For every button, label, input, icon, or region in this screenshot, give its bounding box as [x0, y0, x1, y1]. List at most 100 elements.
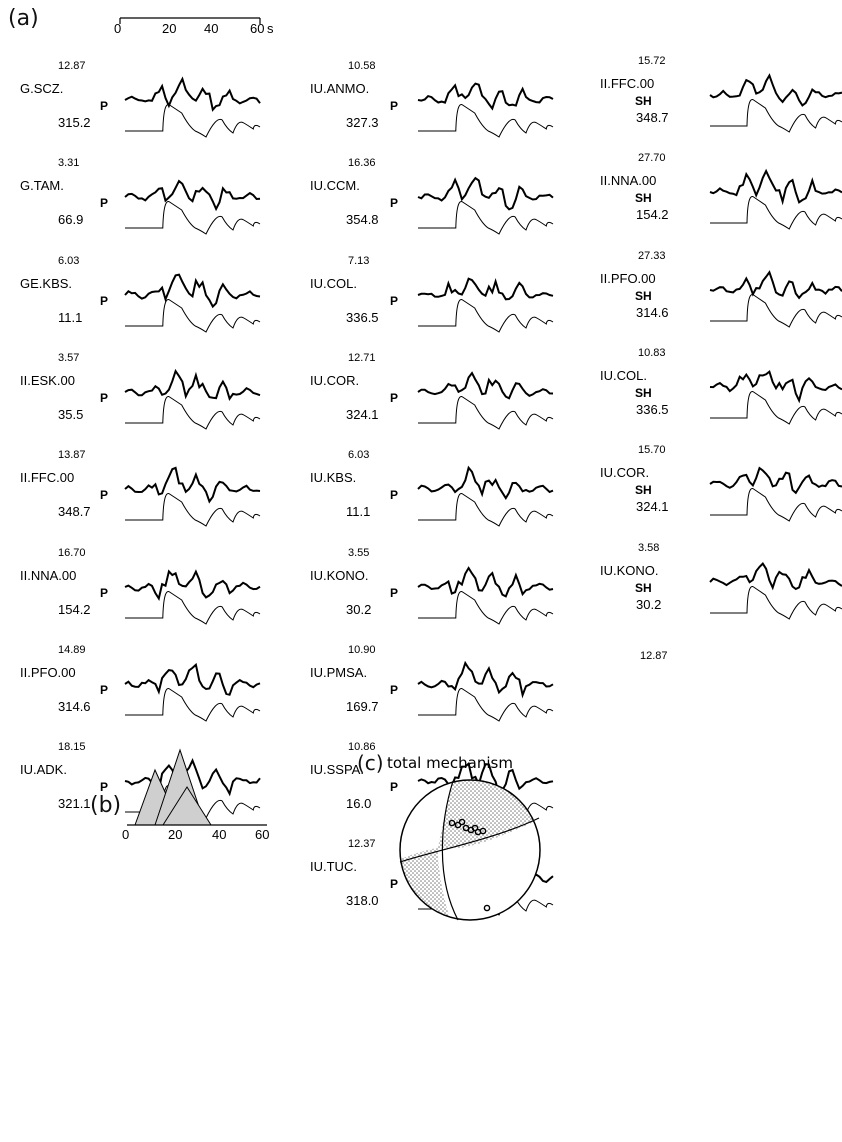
azimuth-label: 154.2 — [58, 601, 91, 617]
station-name: IU.TUC. — [310, 859, 357, 875]
panel-c-title: total mechanism — [387, 754, 513, 772]
azimuth-label: 318.0 — [346, 893, 379, 909]
observed-waveform — [709, 73, 842, 107]
phase-label: P — [100, 293, 109, 308]
amplitude-label: 18.15 — [58, 741, 86, 754]
station-name: IU.KONO. — [310, 567, 369, 583]
observed-waveform — [124, 179, 261, 212]
phase-label: P — [100, 780, 109, 795]
azimuth-label: 169.7 — [346, 698, 379, 714]
phase-label: P — [390, 780, 399, 795]
waveform-pair — [124, 76, 261, 138]
scale-tick-60: 60 — [250, 21, 265, 36]
azimuth-label: 30.2 — [636, 596, 662, 612]
phase-label: P — [390, 99, 399, 113]
amplitude-label: 10.83 — [638, 346, 666, 359]
observed-waveform — [709, 169, 842, 206]
azimuth-label: 324.1 — [636, 499, 669, 515]
azimuth-label: 30.2 — [346, 601, 372, 617]
observed-waveform — [124, 76, 261, 112]
waveform-pair — [709, 73, 842, 133]
waveform-pair — [709, 269, 842, 328]
phase-label: P — [100, 682, 109, 697]
azimuth-label: 327.3 — [346, 115, 379, 130]
observed-waveform — [709, 269, 842, 300]
azimuth-label: 336.5 — [636, 401, 669, 417]
observed-waveform — [709, 561, 842, 590]
station-name: II.NNA.00 — [600, 173, 657, 189]
trailing-number: 12.87 — [640, 650, 668, 662]
observed-waveform — [417, 276, 554, 300]
azimuth-label: 314.6 — [636, 304, 669, 320]
station-name: IU.KONO. — [600, 562, 659, 578]
synthetic-waveform — [125, 395, 261, 430]
phase-label: P — [390, 682, 399, 697]
waveform-pair — [417, 177, 554, 236]
waveform-pair — [417, 465, 554, 527]
azimuth-label: 324.1 — [346, 406, 379, 422]
observed-waveform — [124, 368, 261, 401]
observed-waveform — [124, 758, 261, 797]
synthetic-waveform — [418, 493, 554, 527]
station-name: II.ESK.00 — [20, 372, 75, 388]
synthetic-waveform — [418, 298, 554, 333]
amplitude-label: 15.72 — [638, 55, 666, 67]
amplitude-label: 12.71 — [348, 351, 376, 364]
phase-label: P — [100, 99, 109, 113]
station-name: IU.COR. — [600, 465, 650, 481]
synthetic-waveform — [418, 201, 554, 236]
observed-waveform — [417, 761, 554, 797]
azimuth-label: 348.7 — [58, 504, 91, 520]
observed-waveform — [124, 568, 261, 601]
nodal-plane-2 — [399, 817, 540, 863]
waveform-pair — [709, 369, 842, 425]
synthetic-waveform — [125, 201, 261, 236]
observed-waveform — [709, 466, 842, 495]
azimuth-label: 11.1 — [346, 504, 371, 520]
waveform-pair — [417, 660, 554, 722]
dilatational-quadrant — [438, 818, 540, 920]
station-name: II.NNA.00 — [20, 567, 77, 583]
azimuth-label: 321.1 — [58, 796, 91, 812]
azimuth-label: 35.5 — [58, 406, 84, 422]
station-name: II.FFC.00 — [20, 470, 75, 486]
panel-b-label: (b) — [90, 793, 122, 818]
scale-unit: s — [267, 21, 274, 36]
phase-label: SH — [635, 191, 652, 206]
waveform-pair — [417, 371, 554, 430]
station-name: IU.COL. — [310, 275, 357, 291]
amplitude-label: 13.87 — [58, 449, 86, 462]
amplitude-label: 10.86 — [348, 741, 376, 754]
phase-label: P — [390, 488, 399, 503]
waveform-pair — [124, 179, 261, 236]
waveform-pair — [709, 169, 842, 231]
amplitude-label: 27.33 — [638, 249, 666, 262]
phase-label: P — [100, 488, 109, 503]
synthetic-waveform — [125, 104, 261, 138]
synthetic-waveform — [418, 395, 554, 430]
azimuth-label: 66.9 — [58, 212, 84, 228]
phase-label: SH — [635, 580, 652, 595]
station-name: IU.KBS. — [310, 470, 357, 486]
phase-label: SH — [635, 94, 652, 108]
azimuth-label: 16.0 — [346, 796, 372, 812]
observed-waveform — [417, 82, 554, 111]
synthetic-waveform — [418, 104, 554, 138]
scale-tick-40: 40 — [204, 21, 219, 36]
amplitude-label: 14.89 — [58, 643, 86, 656]
synthetic-waveform — [125, 493, 261, 527]
waveform-pair — [124, 662, 261, 722]
station-name: G.SCZ. — [20, 81, 64, 96]
station-name: IU.ANMO. — [310, 81, 370, 96]
synthetic-waveform — [710, 196, 842, 231]
amplitude-label: 7.13 — [348, 254, 370, 267]
amplitude-label: 3.58 — [638, 541, 660, 554]
station-name: IU.COR. — [310, 372, 360, 388]
synthetic-waveform — [710, 390, 842, 425]
phase-label: P — [390, 293, 399, 308]
synthetic-waveform — [125, 590, 261, 625]
waveform-pair — [417, 82, 554, 138]
scale-bar-line — [119, 17, 261, 24]
panel-c-label: (c) — [357, 751, 384, 775]
waveform-pair — [124, 368, 261, 430]
